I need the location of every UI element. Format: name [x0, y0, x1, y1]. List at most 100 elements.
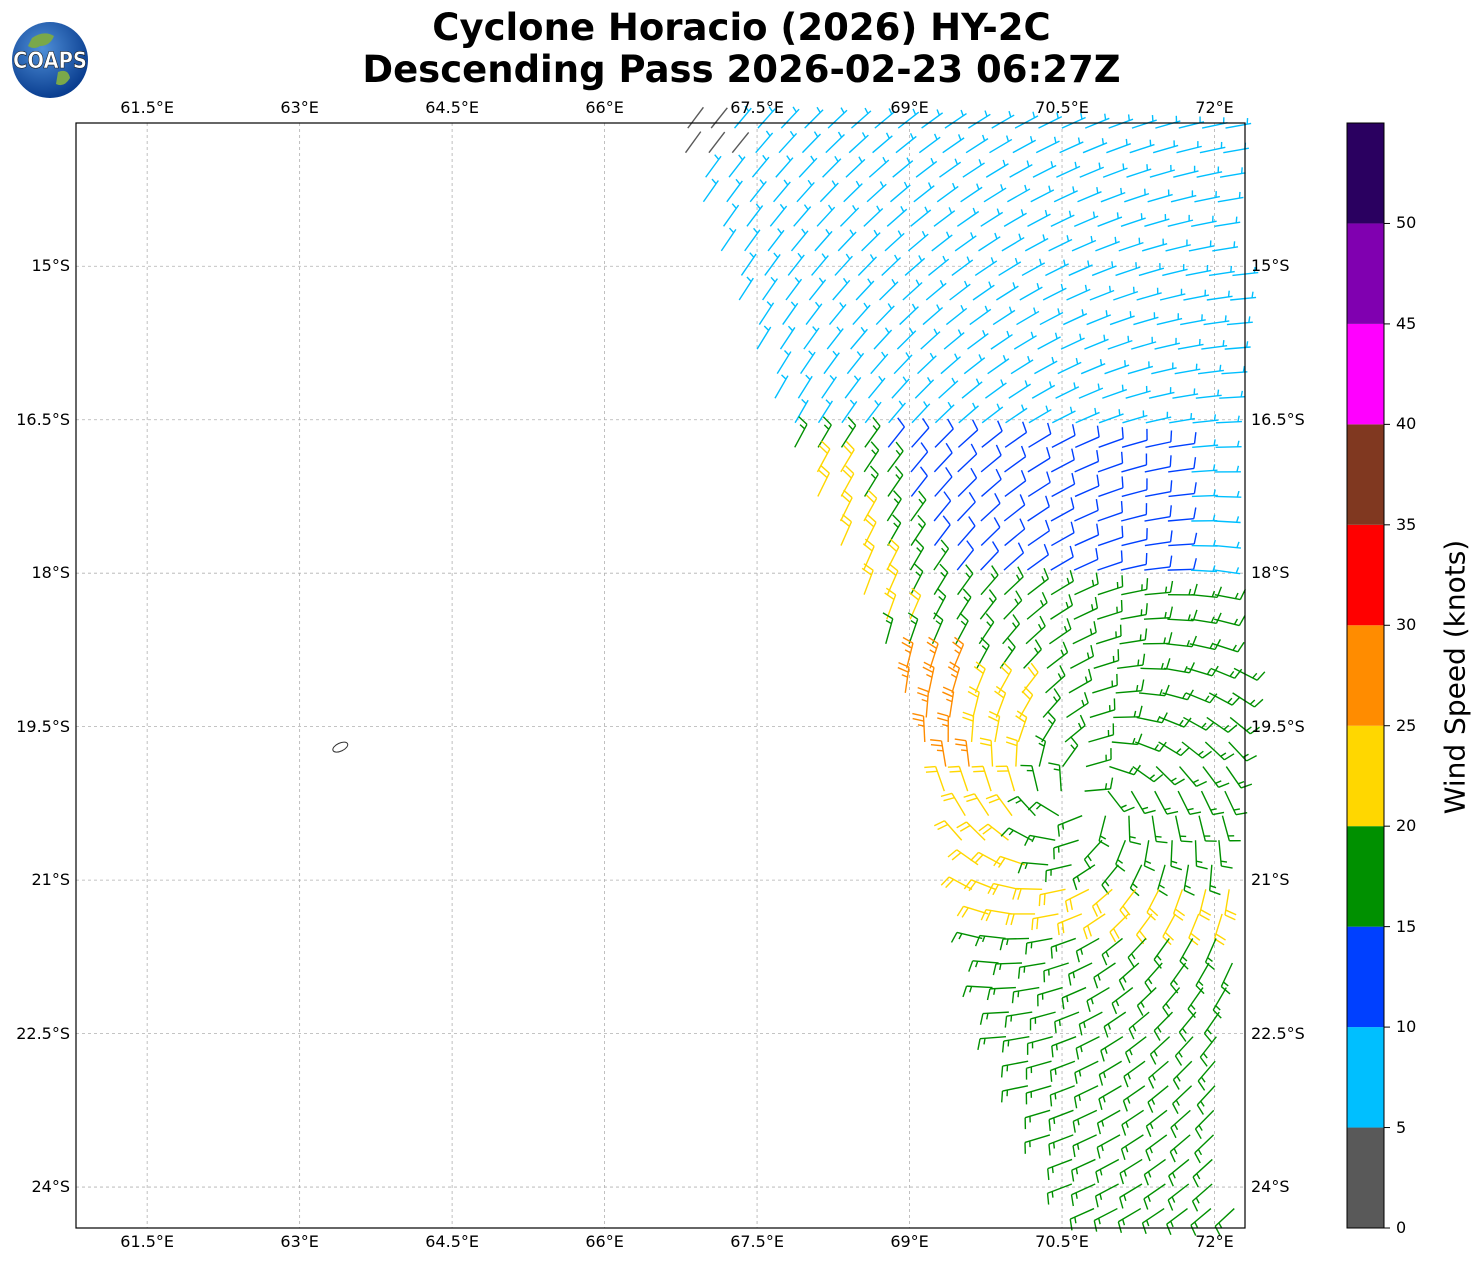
wind-barb	[978, 613, 995, 645]
wind-barb	[778, 130, 798, 154]
wind-barb	[1109, 311, 1135, 326]
wind-barb	[1001, 1085, 1029, 1103]
wind-barb	[868, 156, 890, 178]
lon-tick-label-bottom: 61.5°E	[120, 1232, 175, 1251]
lon-tick-label-bottom: 69°E	[890, 1232, 929, 1251]
wind-barb	[888, 400, 906, 424]
wind-barb	[957, 419, 979, 448]
wind-barb	[787, 252, 805, 276]
wind-barb	[963, 354, 986, 375]
wind-barb	[962, 985, 993, 998]
wind-barb	[1126, 164, 1152, 178]
wind-barb	[1109, 764, 1141, 776]
wind-barb	[1003, 494, 1026, 522]
wind-barb	[1194, 840, 1208, 870]
colorbar-tick-label: 5	[1396, 1117, 1407, 1137]
wind-barb	[805, 301, 823, 325]
wind-barb	[1095, 236, 1120, 252]
wind-barb	[1096, 1109, 1121, 1135]
wind-barb	[1015, 710, 1028, 743]
wind-barb	[968, 960, 999, 972]
wind-barb	[840, 465, 855, 497]
colorbar-tick-label: 20	[1396, 816, 1417, 836]
colorbar-bin	[1347, 123, 1384, 224]
wind-barb	[804, 106, 824, 129]
wind-barb	[1228, 741, 1257, 762]
wind-barb	[1185, 264, 1212, 277]
wind-barb	[1045, 864, 1072, 883]
wind-barb	[887, 417, 906, 448]
wind-barb	[1046, 1183, 1073, 1205]
wind-barb	[969, 305, 992, 326]
wind-barb	[1130, 336, 1157, 350]
wind-barb	[1026, 543, 1050, 571]
lat-tick-label-right: 15°S	[1251, 256, 1290, 276]
wind-barb	[1229, 716, 1261, 735]
wind-barb	[952, 636, 965, 669]
wind-barb	[1181, 741, 1212, 759]
wind-barb	[917, 686, 930, 718]
wind-barb	[1144, 962, 1163, 993]
wind-barb	[971, 765, 992, 792]
wind-barb	[978, 232, 1001, 252]
lon-tick-label-bottom: 63°E	[280, 1232, 319, 1251]
wind-barb	[1008, 380, 1032, 399]
wind-barb	[728, 154, 746, 178]
wind-barb	[1107, 790, 1135, 813]
wind-barb	[951, 256, 974, 277]
wind-barb	[910, 514, 926, 546]
wind-barb	[1113, 705, 1143, 719]
wind-barb	[897, 661, 910, 693]
wind-barb	[1158, 741, 1190, 757]
lat-tick-label-left: 22.5°S	[16, 1023, 70, 1043]
wind-barb	[1027, 471, 1051, 498]
wind-barb	[910, 490, 927, 522]
wind-barb	[1057, 913, 1083, 936]
wind-barb	[1108, 114, 1134, 129]
lon-tick-label-top: 63°E	[280, 98, 319, 117]
wind-barb	[1214, 216, 1241, 228]
wind-barb	[1121, 1109, 1144, 1136]
wind-barb	[914, 376, 935, 399]
wind-barb	[1191, 514, 1218, 522]
wind-barb	[1124, 1036, 1147, 1064]
wind-barb	[911, 417, 930, 448]
wind-barb	[1025, 615, 1046, 645]
wind-barb	[862, 538, 875, 571]
wind-barb	[896, 327, 917, 350]
lat-tick-label-left: 21°S	[31, 870, 70, 890]
lon-tick-label-bottom: 64.5°E	[425, 1232, 479, 1251]
wind-barb	[1003, 542, 1025, 571]
wind-barb	[1151, 815, 1168, 844]
wind-barb	[1199, 141, 1226, 154]
wind-barb	[893, 352, 913, 375]
wind-barb	[1057, 357, 1082, 375]
wind-barb	[1111, 987, 1134, 1015]
wind-barb	[1024, 1134, 1051, 1154]
wind-barb	[1056, 161, 1081, 178]
wind-barb	[827, 107, 848, 129]
wind-barb	[1071, 1158, 1096, 1182]
wind-barb	[1078, 1011, 1103, 1036]
wind-barb	[1123, 1060, 1146, 1088]
wind-barb	[928, 255, 950, 276]
wind-barb	[864, 465, 879, 497]
wind-barb	[962, 711, 975, 743]
wind-barb	[710, 107, 728, 129]
wind-barb	[1003, 590, 1023, 620]
wind-barb	[1115, 679, 1145, 694]
wind-barb	[978, 823, 1009, 841]
wind-barb	[1060, 333, 1085, 350]
wind-barb	[1170, 190, 1197, 203]
wind-barb	[1214, 465, 1241, 473]
wind-barb	[887, 514, 902, 546]
wind-barb	[1027, 519, 1051, 547]
island-outline	[332, 741, 349, 753]
wind-barb	[1187, 987, 1204, 1019]
wind-barb	[1031, 381, 1056, 399]
wind-barb	[979, 1011, 1009, 1025]
wind-barb	[884, 587, 897, 620]
lon-tick-label-bottom: 66°E	[585, 1232, 624, 1251]
colorbar-bin	[1347, 323, 1384, 425]
wind-barb	[757, 106, 776, 129]
